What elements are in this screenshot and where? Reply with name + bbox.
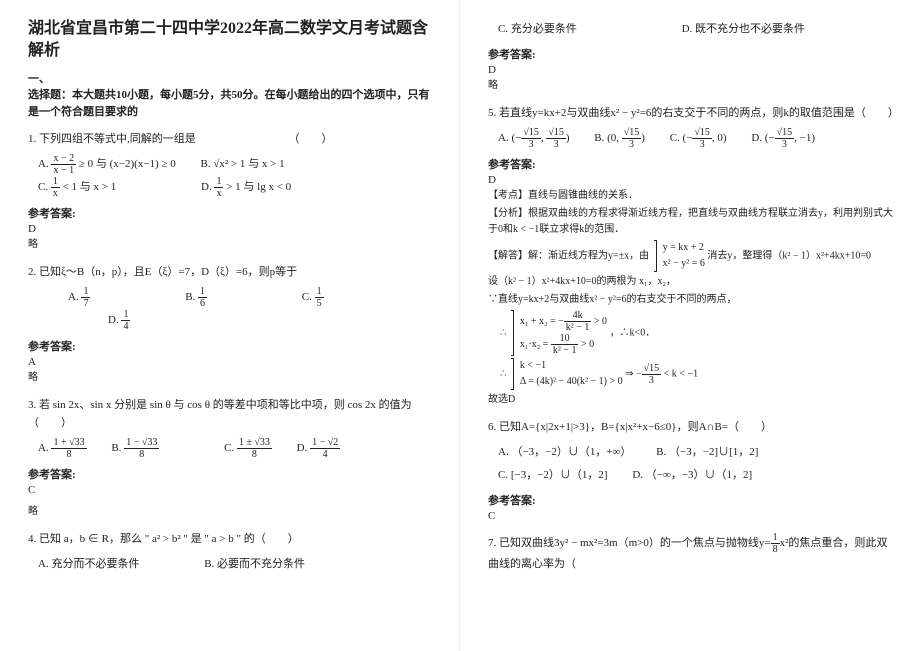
q2-ans-label: 参考答案: xyxy=(28,338,437,354)
q5-opt-d: D. (−√153, −1) xyxy=(751,127,815,150)
q2-opt-b: B. 16 xyxy=(185,286,207,309)
q5-kp: 【考点】直线与圆锥曲线的关系． xyxy=(488,188,898,204)
q1-ans: D xyxy=(28,223,437,235)
q3-opt-b: B. 1 − √338 xyxy=(111,437,159,460)
q1-ans-label: 参考答案: xyxy=(28,205,437,221)
q1-blank: （ ） xyxy=(289,133,333,145)
q3-ans: C xyxy=(28,484,437,496)
q6-options: A. （−3，−2）∪（1，+∞） B. （−3，−2]∪[1，2] C. [−… xyxy=(498,441,898,486)
section-num: 一、 xyxy=(28,73,50,85)
q5-system-2: x₁ + x₂ = −4kk² − 1 > 0 x₁·x₂ = 10k² − 1… xyxy=(513,310,607,356)
q2-opt-d: D. 14 xyxy=(108,309,130,332)
q4-opt-d: D. 既不充分也不必要条件 xyxy=(682,18,805,40)
q5-fx: 【分析】根据双曲线的方程求得渐近线方程，把直线与双曲线方程联立消去y，利用判别式… xyxy=(488,206,898,238)
q3-opt-c: C. 1 ± √338 xyxy=(224,437,272,460)
q5-ans-label: 参考答案: xyxy=(488,156,898,172)
q3-stem: 3. 若 sin 2x、sin x 分别是 sin θ 与 cos θ 的等差中… xyxy=(28,396,437,433)
q3-ans-label: 参考答案: xyxy=(28,466,437,482)
q5-jd-3: ∵直线y=kx+2与双曲线x² − y²=6的右支交于不同的两点， xyxy=(488,292,898,308)
q2-options: A. 17 B. 16 C. 15 D. 14 xyxy=(38,286,437,332)
q1-text: 1. 下列四组不等式中,同解的一组是 xyxy=(28,133,196,145)
q4-opt-a: A. 充分而不必要条件 xyxy=(38,553,139,575)
q3-options: A. 1 + √338 B. 1 − √338 C. 1 ± √338 D. 1… xyxy=(38,437,437,460)
q5-stem: 5. 若直线y=kx+2与双曲线x² − y²=6的右支交于不同的两点，则k的取… xyxy=(488,104,898,123)
q5-jd-1: 【解答】解：渐近线方程为y=±x，由 y = kx + 2 x² − y² = … xyxy=(488,240,898,272)
q1-opt-b: B. √x² > 1 与 x > 1 xyxy=(200,153,284,175)
q6-opt-b: B. （−3，−2]∪[1，2] xyxy=(656,441,758,463)
q6-opt-d: D. （−∞，−3）∪（1，2] xyxy=(632,464,752,486)
right-column: C. 充分必要条件 D. 既不充分也不必要条件 参考答案: D 略 5. 若直线… xyxy=(460,0,920,651)
q4-opt-c: C. 充分必要条件 xyxy=(498,18,577,40)
q4-opt-b: B. 必要而不充分条件 xyxy=(204,553,305,575)
q5-jd-2: 设（k² − 1）x²+4kx+10=0的两根为 x₁，x₂， xyxy=(488,274,898,290)
section-1-heading: 一、 选择题：本大题共10小题，每小题5分，共50分。在每小题给出的四个选项中，… xyxy=(28,71,437,121)
q2-opt-a: A. 17 xyxy=(68,286,90,309)
q4-ans-label: 参考答案: xyxy=(488,46,898,62)
q1-options: A. x − 2x − 1 ≥ 0 与 (x−2)(x−1) ≥ 0 B. √x… xyxy=(38,153,437,199)
q5-opt-a: A. (−√153, √153) xyxy=(498,127,570,150)
q5-ans: D xyxy=(488,174,898,186)
q4-stem: 4. 已知 a，b ∈ R，那么 " a² > b² " 是 " a > b "… xyxy=(28,530,437,549)
q4-options-row2: C. 充分必要条件 D. 既不充分也不必要条件 xyxy=(498,18,898,40)
q4-note: 略 xyxy=(488,78,898,94)
q1-stem: 1. 下列四组不等式中,同解的一组是 （ ） xyxy=(28,130,437,149)
q2-ans: A xyxy=(28,356,437,368)
q1-note: 略 xyxy=(28,237,437,253)
exam-page: 湖北省宜昌市第二十四中学2022年高二数学文月考试题含解析 一、 选择题：本大题… xyxy=(0,0,920,651)
q3-opt-d: D. 1 − √24 xyxy=(297,437,341,460)
q2-opt-c: C. 15 xyxy=(302,286,324,309)
q6-stem: 6. 已知A={x|2x+1|>3}，B={x|x²+x−6≤0}，则A∩B=（… xyxy=(488,418,898,437)
q5-opt-b: B. (0, √153) xyxy=(594,127,645,150)
q6-ans-label: 参考答案: xyxy=(488,492,898,508)
left-column: 湖北省宜昌市第二十四中学2022年高二数学文月考试题含解析 一、 选择题：本大题… xyxy=(0,0,460,651)
q5-jd-sysc: ∴ k < −1 Δ = (4k)² − 40(k² − 1) > 0 ⇒ −√… xyxy=(500,358,898,390)
q5-system-1: y = kx + 2 x² − y² = 6 xyxy=(656,240,705,272)
q6-opt-a: A. （−3，−2）∪（1，+∞） xyxy=(498,441,631,463)
q5-system-3: k < −1 Δ = (4k)² − 40(k² − 1) > 0 xyxy=(513,358,623,390)
q5-opt-c: C. (−√153, 0) xyxy=(670,127,727,150)
q7-stem: 7. 已知双曲线3y² − mx²=3m（m>0）的一个焦点与抛物线y=18x²… xyxy=(488,532,898,574)
q5-options: A. (−√153, √153) B. (0, √153) C. (−√153,… xyxy=(498,127,898,150)
q1-opt-a: A. x − 2x − 1 ≥ 0 与 (x−2)(x−1) ≥ 0 xyxy=(38,153,176,176)
q5-jd-end: 故选D xyxy=(488,392,898,408)
doc-title: 湖北省宜昌市第二十四中学2022年高二数学文月考试题含解析 xyxy=(28,18,437,63)
q3-opt-a: A. 1 + √338 xyxy=(38,437,87,460)
q4-ans: D xyxy=(488,64,898,76)
q4-options-row1: A. 充分而不必要条件 B. 必要而不充分条件 xyxy=(38,553,437,575)
q5-jd-sysb: ∴ x₁ + x₂ = −4kk² − 1 > 0 x₁·x₂ = 10k² −… xyxy=(500,310,898,356)
q1-opt-d: D. 1x > 1 与 lg x < 0 xyxy=(201,176,291,199)
q3-note: 略 xyxy=(28,504,437,520)
q2-stem: 2. 已知ξ～B（n，p），且E（ξ）=7，D（ξ）=6，则p等于 xyxy=(28,263,437,282)
q2-note: 略 xyxy=(28,370,437,386)
q1-opt-c: C. 1x < 1 与 x > 1 xyxy=(38,176,116,199)
section-desc: 选择题：本大题共10小题，每小题5分，共50分。在每小题给出的四个选项中，只有是… xyxy=(28,89,430,118)
q6-ans: C xyxy=(488,510,898,522)
q6-opt-c: C. [−3，−2）∪（1，2] xyxy=(498,464,608,486)
